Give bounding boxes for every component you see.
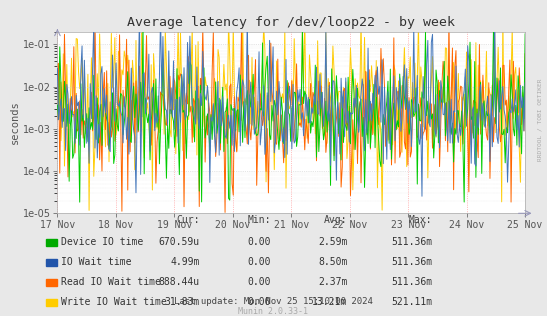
Text: Cur:: Cur: (176, 215, 200, 225)
Text: RRDTOOL / TOBI OETIKER: RRDTOOL / TOBI OETIKER (538, 79, 543, 161)
Text: 511.36m: 511.36m (391, 257, 432, 267)
Text: Munin 2.0.33-1: Munin 2.0.33-1 (238, 307, 309, 316)
Text: Last update: Mon Nov 25 15:10:00 2024: Last update: Mon Nov 25 15:10:00 2024 (174, 297, 373, 306)
Text: Device IO time: Device IO time (61, 237, 143, 247)
Text: 31.83m: 31.83m (165, 297, 200, 307)
Text: 0.00: 0.00 (247, 257, 271, 267)
Text: 8.50m: 8.50m (318, 257, 347, 267)
Text: 4.99m: 4.99m (170, 257, 200, 267)
Text: 2.37m: 2.37m (318, 277, 347, 287)
Text: 0.00: 0.00 (247, 297, 271, 307)
Y-axis label: seconds: seconds (10, 100, 20, 144)
Text: 670.59u: 670.59u (159, 237, 200, 247)
Text: Max:: Max: (409, 215, 432, 225)
Text: 13.21m: 13.21m (312, 297, 347, 307)
Text: Write IO Wait time: Write IO Wait time (61, 297, 167, 307)
Text: Read IO Wait time: Read IO Wait time (61, 277, 161, 287)
Title: Average latency for /dev/loop22 - by week: Average latency for /dev/loop22 - by wee… (127, 16, 455, 29)
Text: 0.00: 0.00 (247, 277, 271, 287)
Text: Min:: Min: (247, 215, 271, 225)
Text: 888.44u: 888.44u (159, 277, 200, 287)
Text: Avg:: Avg: (324, 215, 347, 225)
Text: 521.11m: 521.11m (391, 297, 432, 307)
Text: 2.59m: 2.59m (318, 237, 347, 247)
Text: 0.00: 0.00 (247, 237, 271, 247)
Text: 511.36m: 511.36m (391, 277, 432, 287)
Text: IO Wait time: IO Wait time (61, 257, 132, 267)
Text: 511.36m: 511.36m (391, 237, 432, 247)
